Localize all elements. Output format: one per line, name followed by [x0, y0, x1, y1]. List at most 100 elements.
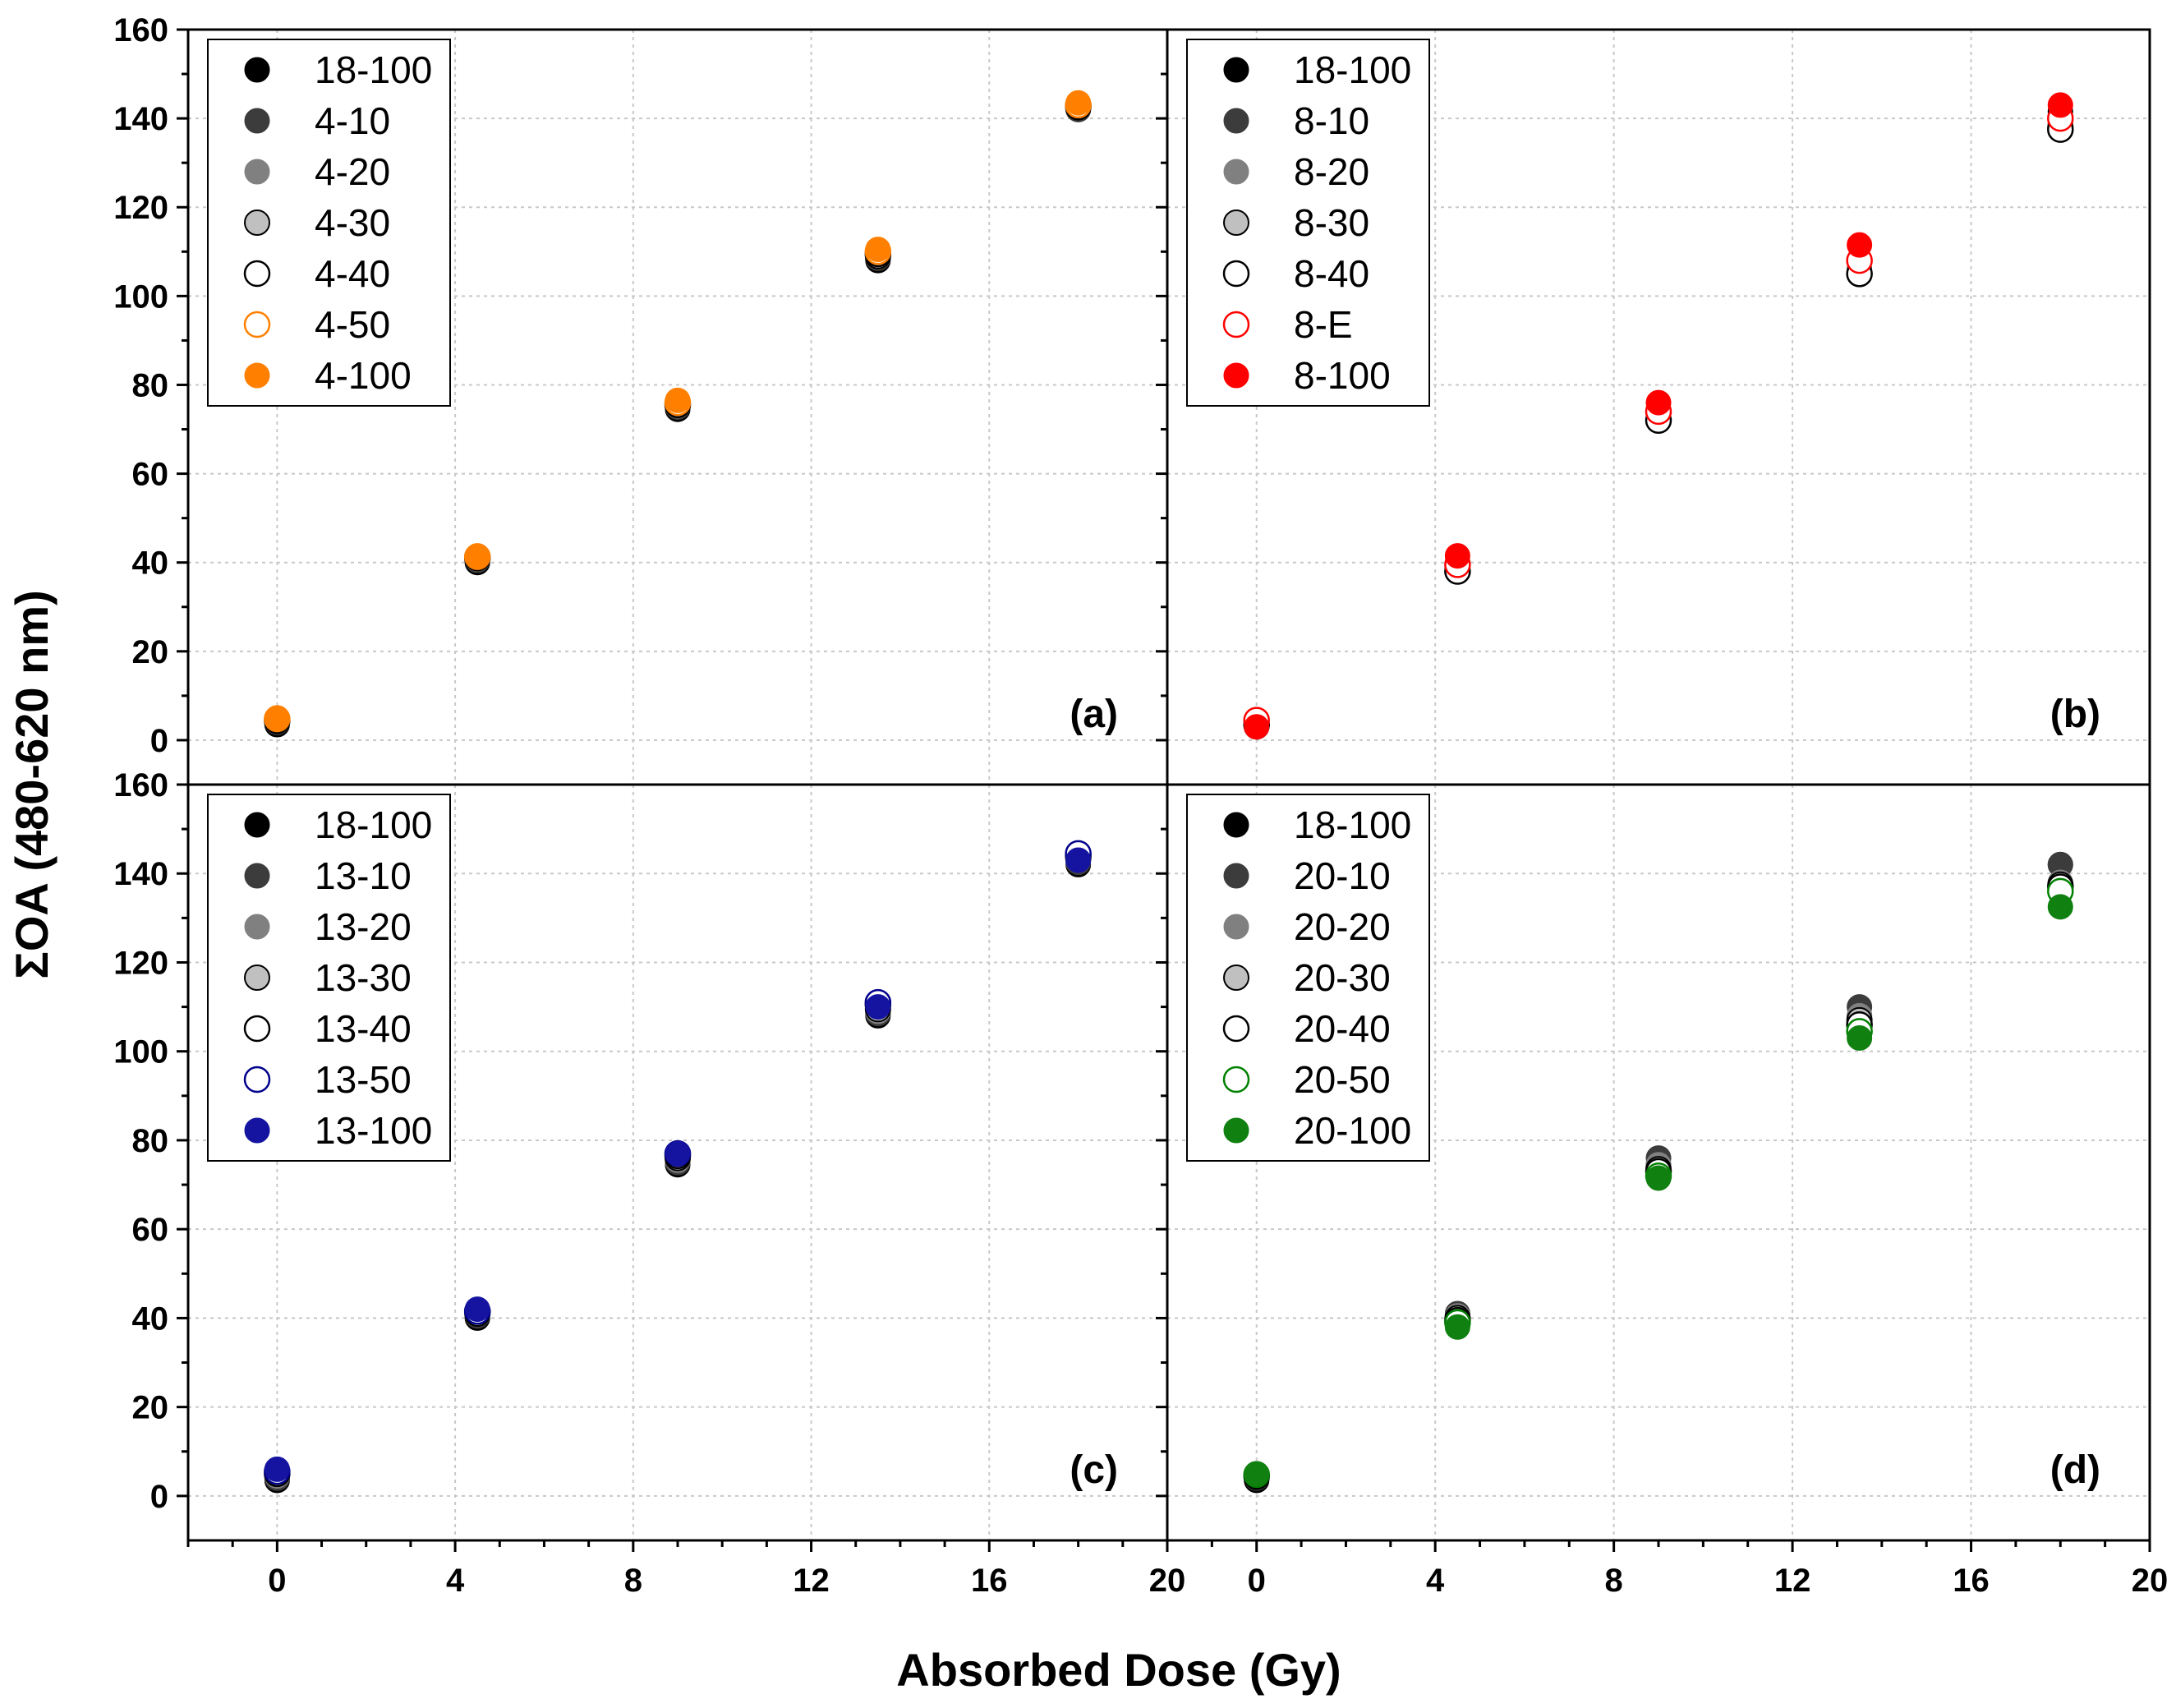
data-point: [1444, 543, 1470, 569]
legend-marker: [244, 362, 270, 389]
legend-label: 13-50: [315, 1058, 412, 1101]
legend-label: 4-100: [315, 354, 412, 397]
panel-b: 18-100 8-10 8-20 8-30 8-40 8-E 8-100 (b): [1156, 28, 2151, 786]
data-point: [1645, 389, 1672, 416]
legend-marker: [243, 260, 271, 288]
legend-marker: [1223, 159, 1249, 185]
data-point: [264, 705, 290, 731]
legend-label: 18-100: [315, 48, 432, 91]
legend-label: 13-100: [315, 1109, 432, 1152]
legend-marker: [1222, 311, 1250, 338]
legend-marker: [244, 159, 270, 185]
y-tick-label: 140: [113, 101, 168, 137]
data-point: [464, 1296, 490, 1323]
legend-label: 4-20: [315, 150, 390, 193]
legend-marker: [244, 812, 270, 838]
y-tick-label: 80: [132, 1123, 169, 1159]
legend-label: 20-40: [1294, 1007, 1391, 1050]
y-tick-label: 80: [132, 367, 169, 403]
panel-d: 0 4 8 12 16 20 18-100 20-10 20-20 20-30 20-40 20-50…: [1156, 783, 2168, 1599]
legend-label: 13-20: [315, 905, 412, 948]
legend-label: 8-20: [1294, 150, 1369, 193]
legend-label: 4-50: [315, 303, 390, 346]
x-tick-label: 12: [793, 1563, 830, 1599]
data-point: [1065, 90, 1092, 116]
legend-marker: [1223, 57, 1249, 83]
x-tick-label: 4: [1426, 1563, 1445, 1599]
x-tick-label: 8: [1605, 1563, 1623, 1599]
legend-marker: [1223, 108, 1249, 134]
legend-marker: [244, 863, 270, 889]
legend-marker: [243, 1066, 271, 1093]
legend-marker: [1223, 1117, 1249, 1144]
legend-label: 20-100: [1294, 1109, 1411, 1152]
x-tick-label: 20: [1149, 1563, 1186, 1599]
data-point: [464, 543, 490, 569]
x-axis-title: Absorbed Dose (Gy): [896, 1644, 1341, 1696]
data-point: [1244, 714, 1270, 740]
y-tick-label: 60: [132, 457, 169, 493]
data-point: [665, 387, 691, 413]
legend-marker: [1223, 209, 1249, 236]
data-point: [264, 1456, 290, 1482]
legend-label: 18-100: [315, 803, 432, 846]
legend-label: 18-100: [1294, 48, 1411, 91]
legend-marker: [244, 1117, 270, 1144]
legend-marker: [1222, 1066, 1250, 1093]
data-point: [1065, 847, 1092, 873]
legend-label: 13-10: [315, 854, 412, 897]
legend-marker: [1223, 362, 1249, 389]
legend-label: 20-30: [1294, 956, 1391, 999]
legend-label: 8-40: [1294, 252, 1369, 295]
y-tick-label: 160: [113, 12, 168, 48]
y-tick-label: 0: [150, 723, 168, 759]
data-point: [1244, 1461, 1270, 1487]
y-tick-label: 100: [113, 1034, 168, 1070]
data-point: [665, 1140, 691, 1167]
data-point: [865, 994, 891, 1020]
legend-marker: [1223, 812, 1249, 838]
x-tick-label: 0: [268, 1563, 286, 1599]
legend-label: 13-40: [315, 1007, 412, 1050]
y-tick-label: 120: [113, 945, 168, 981]
legend-label: 4-30: [315, 201, 390, 244]
legend-label: 8-30: [1294, 201, 1369, 244]
data-point: [2047, 894, 2073, 920]
x-tick-label: 16: [1953, 1563, 1990, 1599]
legend-marker: [244, 57, 270, 83]
legend-label: 20-20: [1294, 905, 1391, 948]
legend-label: 4-10: [315, 99, 390, 142]
panels: 02040608010012014016018-1004-104-204-304…: [113, 12, 2168, 1599]
legend-marker: [244, 964, 270, 991]
legend-marker: [1223, 914, 1249, 940]
legend-label: 20-10: [1294, 854, 1391, 897]
legend-label: 8-10: [1294, 99, 1369, 142]
y-tick-label: 40: [132, 546, 169, 582]
y-tick-label: 0: [150, 1479, 168, 1515]
x-tick-label: 0: [1248, 1563, 1266, 1599]
x-tick-label: 16: [971, 1563, 1008, 1599]
x-tick-label: 8: [624, 1563, 642, 1599]
data-point: [1847, 1024, 1873, 1051]
y-tick-label: 60: [132, 1212, 169, 1248]
legend-label: 8-E: [1294, 303, 1353, 346]
y-tick-label: 100: [113, 279, 168, 315]
legend-marker: [244, 914, 270, 940]
y-tick-label: 140: [113, 856, 168, 892]
legend-marker: [244, 209, 270, 236]
panel-label: (b): [2050, 693, 2100, 736]
data-point: [865, 237, 891, 263]
legend-label: 8-100: [1294, 354, 1391, 397]
legend-label: 20-50: [1294, 1058, 1391, 1101]
y-axis-title: ΣOA (480-620 nm): [6, 590, 58, 978]
data-point: [2047, 92, 2073, 118]
y-tick-label: 40: [132, 1301, 169, 1337]
legend-marker: [243, 1015, 271, 1043]
panel-label: (c): [1070, 1448, 1118, 1492]
legend-marker: [243, 311, 271, 338]
panel-label: (a): [1070, 693, 1118, 736]
y-tick-label: 20: [132, 1390, 169, 1426]
legend-marker: [1223, 863, 1249, 889]
data-point: [1444, 1314, 1470, 1340]
